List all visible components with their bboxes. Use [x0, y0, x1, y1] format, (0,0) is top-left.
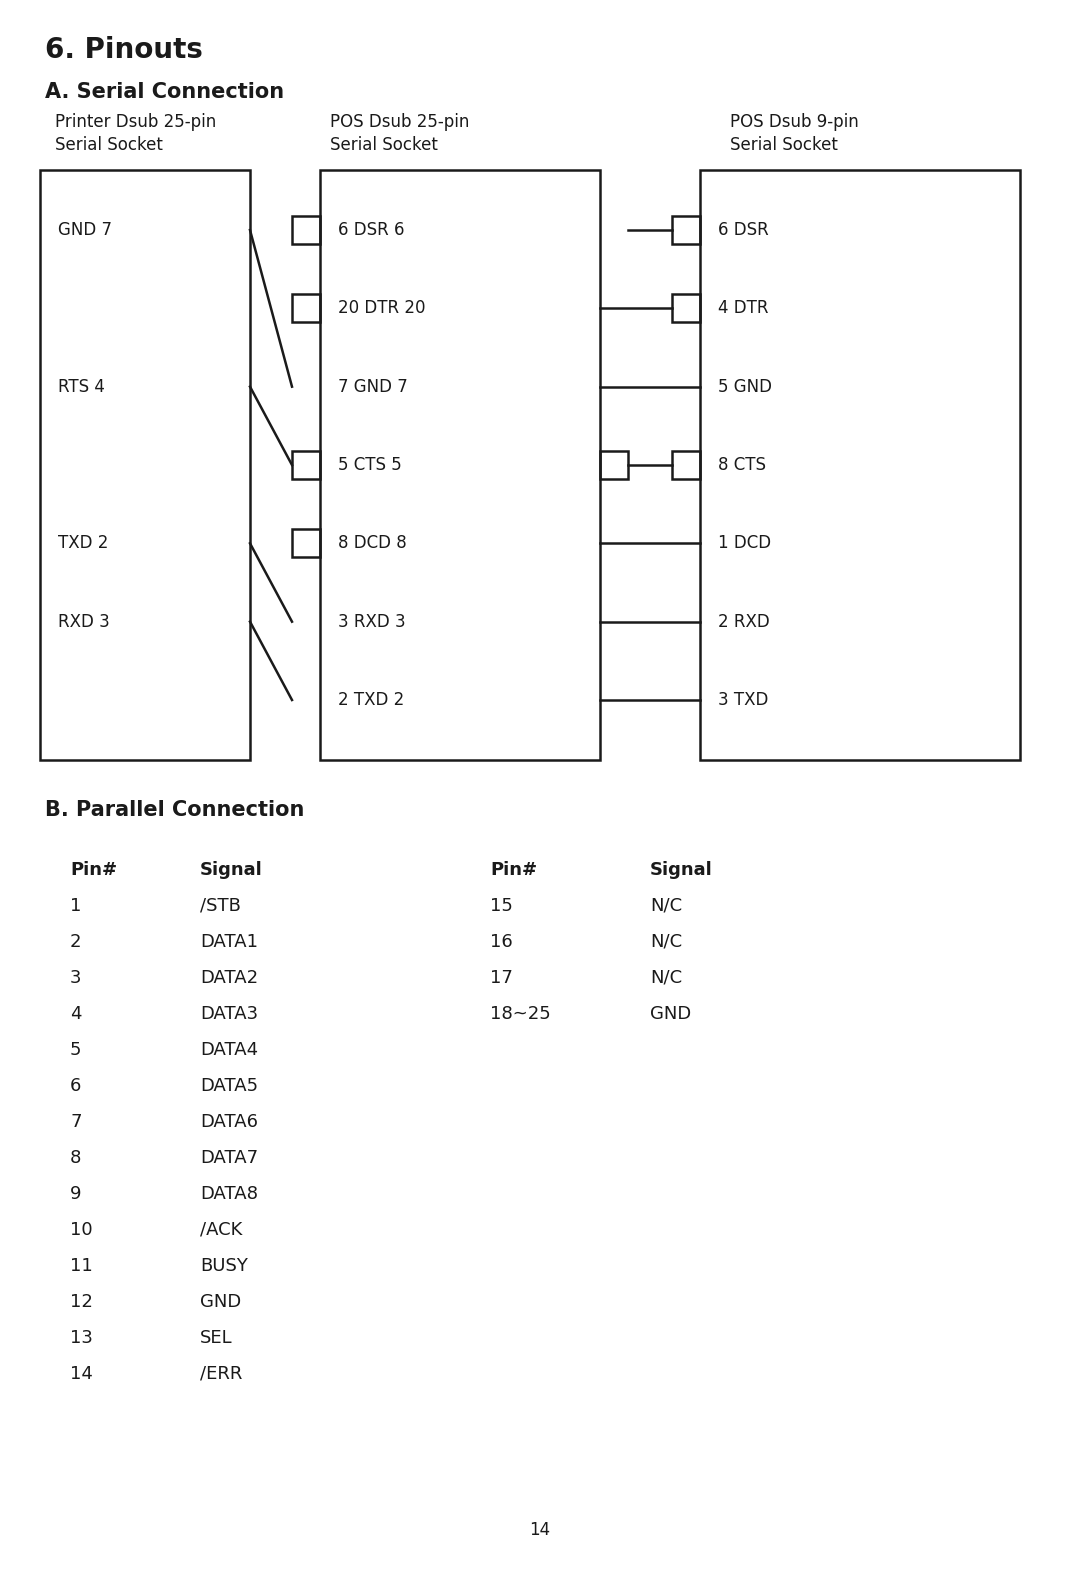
Text: GND: GND	[650, 1005, 691, 1024]
Text: 5: 5	[70, 1041, 81, 1060]
Text: SEL: SEL	[200, 1328, 232, 1347]
Bar	[320, 170, 600, 760]
Text: 12: 12	[70, 1294, 93, 1311]
Text: DATA2: DATA2	[200, 969, 258, 988]
Text: RXD 3: RXD 3	[58, 612, 110, 631]
Text: /ACK: /ACK	[200, 1221, 242, 1239]
Bar	[600, 451, 627, 479]
Text: 13: 13	[70, 1328, 93, 1347]
Text: 2: 2	[70, 933, 81, 951]
Text: DATA4: DATA4	[200, 1041, 258, 1060]
Bar	[672, 294, 700, 322]
Text: 4 DTR: 4 DTR	[718, 300, 769, 317]
Text: 1 DCD: 1 DCD	[718, 534, 771, 553]
Text: 6. Pinouts: 6. Pinouts	[45, 36, 203, 64]
Text: /ERR: /ERR	[200, 1364, 242, 1383]
Text: 16: 16	[490, 933, 513, 951]
Text: 4: 4	[70, 1005, 81, 1024]
Text: Pin#: Pin#	[490, 860, 537, 879]
Text: 15: 15	[490, 896, 513, 915]
Text: 2 RXD: 2 RXD	[718, 612, 770, 631]
Text: GND: GND	[200, 1294, 241, 1311]
Text: 5 CTS 5: 5 CTS 5	[338, 455, 402, 474]
Text: POS Dsub 9-pin: POS Dsub 9-pin	[730, 113, 859, 130]
Text: 8 DCD 8: 8 DCD 8	[338, 534, 407, 553]
Text: 6: 6	[70, 1077, 81, 1094]
Bar	[292, 451, 320, 479]
Text: GND 7: GND 7	[58, 221, 112, 239]
Text: POS Dsub 25-pin: POS Dsub 25-pin	[330, 113, 470, 130]
Text: 20 DTR 20: 20 DTR 20	[338, 300, 426, 317]
Text: Serial Socket: Serial Socket	[55, 137, 163, 154]
Text: 3 RXD 3: 3 RXD 3	[338, 612, 406, 631]
Text: DATA6: DATA6	[200, 1113, 258, 1130]
Bar	[700, 170, 1020, 760]
Text: 18~25: 18~25	[490, 1005, 551, 1024]
Text: N/C: N/C	[650, 896, 683, 915]
Text: 8 CTS: 8 CTS	[718, 455, 766, 474]
Text: DATA3: DATA3	[200, 1005, 258, 1024]
Text: 11: 11	[70, 1258, 93, 1275]
Text: Serial Socket: Serial Socket	[730, 137, 838, 154]
Text: A. Serial Connection: A. Serial Connection	[45, 82, 284, 102]
Text: DATA7: DATA7	[200, 1149, 258, 1167]
Text: 6 DSR 6: 6 DSR 6	[338, 221, 405, 239]
Bar	[672, 217, 700, 243]
Text: RTS 4: RTS 4	[58, 378, 105, 396]
Bar	[672, 451, 700, 479]
Text: 3 TXD: 3 TXD	[718, 691, 768, 710]
Bar	[292, 217, 320, 243]
Text: TXD 2: TXD 2	[58, 534, 108, 553]
Text: Signal: Signal	[200, 860, 262, 879]
Text: DATA5: DATA5	[200, 1077, 258, 1094]
Text: DATA1: DATA1	[200, 933, 258, 951]
Text: Signal: Signal	[650, 860, 713, 879]
Text: 17: 17	[490, 969, 513, 988]
Text: N/C: N/C	[650, 933, 683, 951]
Text: Printer Dsub 25-pin: Printer Dsub 25-pin	[55, 113, 216, 130]
Text: Pin#: Pin#	[70, 860, 117, 879]
Text: 2 TXD 2: 2 TXD 2	[338, 691, 404, 710]
Text: BUSY: BUSY	[200, 1258, 248, 1275]
Bar	[292, 529, 320, 557]
Text: 10: 10	[70, 1221, 93, 1239]
Text: 7 GND 7: 7 GND 7	[338, 378, 408, 396]
Text: 8: 8	[70, 1149, 81, 1167]
Text: DATA8: DATA8	[200, 1185, 258, 1203]
Bar	[292, 294, 320, 322]
Text: 14: 14	[70, 1364, 93, 1383]
Text: 9: 9	[70, 1185, 81, 1203]
Text: /STB: /STB	[200, 896, 241, 915]
Text: 3: 3	[70, 969, 81, 988]
Text: N/C: N/C	[650, 969, 683, 988]
Text: 1: 1	[70, 896, 81, 915]
Bar	[40, 170, 249, 760]
Text: 14: 14	[529, 1521, 551, 1539]
Text: B. Parallel Connection: B. Parallel Connection	[45, 801, 305, 820]
Text: 6 DSR: 6 DSR	[718, 221, 769, 239]
Text: Serial Socket: Serial Socket	[330, 137, 437, 154]
Text: 7: 7	[70, 1113, 81, 1130]
Text: 5 GND: 5 GND	[718, 378, 772, 396]
